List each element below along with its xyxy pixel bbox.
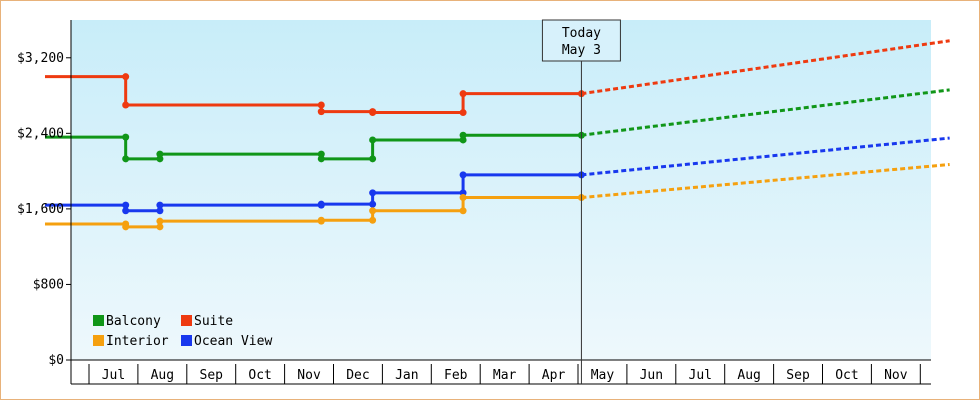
x-tick-label: Sep: [200, 368, 224, 383]
data-point: [369, 189, 377, 197]
x-tick-label: Mar: [493, 368, 517, 383]
x-tick-label: Aug: [151, 368, 174, 383]
x-tick-label: Aug: [737, 368, 760, 383]
legend-label: Interior: [106, 334, 169, 349]
y-tick-label: $0: [48, 353, 64, 368]
data-point: [459, 171, 467, 179]
y-tick-label: $800: [33, 277, 64, 292]
data-point: [459, 194, 467, 202]
data-point: [122, 223, 130, 231]
forecast-line: [581, 136, 950, 177]
legend-label: Ocean View: [194, 334, 272, 349]
x-tick-label: Nov: [297, 368, 321, 383]
x-tick-label: May: [591, 368, 615, 383]
x-tick-label: Sep: [786, 368, 810, 383]
x-tick-label: Jan: [395, 368, 418, 383]
data-point: [122, 155, 130, 163]
series-balcony: [44, 88, 950, 163]
legend-swatch: [181, 335, 192, 346]
data-point: [459, 207, 467, 215]
x-tick-label: Oct: [835, 368, 858, 383]
data-point: [122, 207, 130, 215]
data-point: [459, 90, 467, 98]
x-tick-label: Feb: [444, 368, 468, 383]
legend: Balcony Suite Interior Ocean View: [93, 314, 272, 349]
legend-label: Balcony: [106, 314, 161, 329]
legend-swatch: [181, 315, 192, 326]
data-point: [317, 155, 325, 163]
data-point: [459, 109, 467, 117]
data-point: [156, 150, 164, 158]
x-tick-label: Oct: [248, 368, 271, 383]
today-box: [541, 19, 621, 62]
forecast-line: [581, 88, 950, 137]
data-point: [156, 223, 164, 231]
y-tick-label: $3,200: [17, 51, 64, 66]
legend-label: Suite: [194, 314, 233, 329]
x-tick-label: Apr: [542, 368, 566, 383]
y-tick-label: $1,600: [17, 202, 64, 217]
data-point: [369, 136, 377, 144]
data-point: [122, 201, 130, 209]
data-point: [122, 101, 130, 109]
x-tick-label: Jul: [689, 368, 712, 383]
data-point: [122, 133, 130, 141]
y-tick-label: $2,400: [17, 126, 64, 141]
data-point: [369, 109, 377, 117]
forecast-line: [581, 163, 950, 200]
plot-area: [71, 20, 931, 360]
axes-layer: $0 $800 $1,600 $2,400 $3,200 Jul Aug Sep Oct Nov D…: [17, 20, 931, 385]
legend-swatch: [93, 315, 104, 326]
x-tick-label: Jul: [102, 368, 125, 383]
series-line: [44, 75, 582, 115]
data-point: [369, 200, 377, 208]
data-point: [317, 108, 325, 116]
data-point: [317, 101, 325, 109]
data-point: [369, 155, 377, 163]
x-tick-label: Jun: [640, 368, 663, 383]
data-point: [369, 216, 377, 224]
legend-swatch: [93, 335, 104, 346]
data-point: [459, 131, 467, 139]
today-label: Today: [562, 26, 601, 41]
series-interior: [44, 163, 950, 231]
today-date: May 3: [562, 43, 601, 58]
data-point: [122, 73, 130, 81]
data-point: [156, 207, 164, 215]
data-point: [317, 216, 325, 224]
data-point: [317, 200, 325, 208]
series-layer: [44, 39, 950, 231]
series-suite: [44, 39, 950, 117]
forecast-line: [581, 39, 950, 96]
x-tick-label: Nov: [884, 368, 908, 383]
data-point: [369, 207, 377, 215]
x-tick-label: Dec: [346, 368, 369, 383]
today-marker: Today May 3: [541, 19, 621, 384]
data-point: [156, 217, 164, 225]
data-point: [156, 201, 164, 209]
